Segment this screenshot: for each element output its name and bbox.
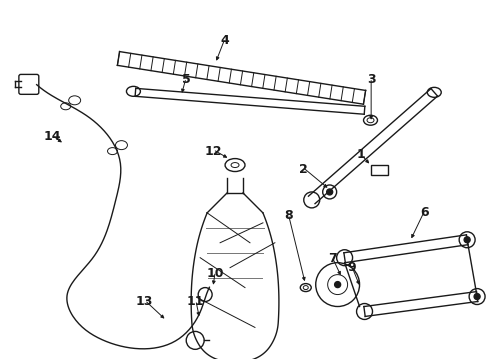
Circle shape xyxy=(463,237,469,243)
Text: 11: 11 xyxy=(186,296,204,309)
Text: 10: 10 xyxy=(206,267,224,280)
Text: 1: 1 xyxy=(356,148,365,161)
Text: 13: 13 xyxy=(136,296,153,309)
Text: 9: 9 xyxy=(346,261,355,274)
Text: 14: 14 xyxy=(43,130,61,144)
Circle shape xyxy=(326,189,332,195)
Ellipse shape xyxy=(230,163,239,167)
Text: 8: 8 xyxy=(284,210,292,222)
Text: 6: 6 xyxy=(420,206,428,219)
Text: 3: 3 xyxy=(366,73,375,86)
Circle shape xyxy=(473,293,479,300)
Text: 2: 2 xyxy=(298,163,306,176)
Circle shape xyxy=(334,282,340,288)
Text: 5: 5 xyxy=(182,73,190,86)
Text: 7: 7 xyxy=(327,252,336,265)
Text: 12: 12 xyxy=(203,145,221,158)
Text: 4: 4 xyxy=(220,33,229,47)
